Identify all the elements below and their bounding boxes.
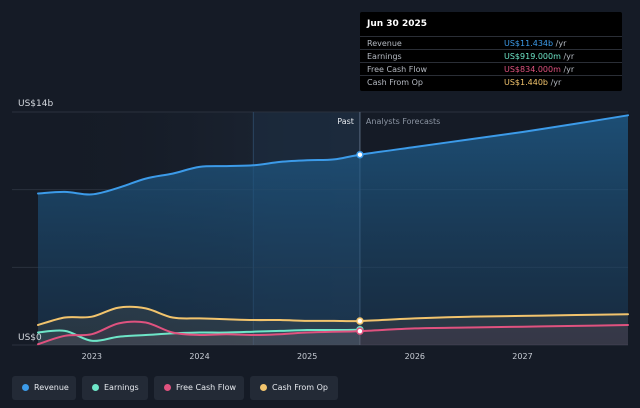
legend-dot-icon [164, 384, 171, 391]
legend-item-earnings[interactable]: Earnings [82, 376, 148, 400]
revenue-marker [356, 150, 364, 159]
tooltip: Jun 30 2025 Revenue US$11.434b /yr Earni… [360, 12, 622, 91]
legend-item-revenue[interactable]: Revenue [12, 376, 76, 400]
x-tick-label: 2026 [405, 352, 425, 361]
cash-from-op-marker [356, 317, 364, 325]
y-axis-bottom-label: US$0 [18, 333, 42, 343]
tooltip-label: Revenue [367, 39, 402, 48]
legend-dot-icon [92, 384, 99, 391]
tooltip-row-free-cash-flow: Free Cash Flow US$834.000m /yr [360, 62, 622, 76]
legend-dot-icon [22, 384, 29, 391]
tooltip-row-earnings: Earnings US$919.000m /yr [360, 49, 622, 63]
free-cash-flow-line [37, 320, 629, 346]
tooltip-row-revenue: Revenue US$11.434b /yr [360, 36, 622, 50]
forecast-label: Analysts Forecasts [366, 117, 440, 126]
tooltip-date: Jun 30 2025 [367, 19, 428, 29]
cash-from-op-line [37, 305, 629, 326]
legend-label: Cash From Op [272, 383, 329, 392]
tooltip-row-cash-from-op: Cash From Op US$1.440b /yr [360, 75, 622, 89]
x-tick-label: 2025 [297, 352, 317, 361]
legend-item-free-cash-flow[interactable]: Free Cash Flow [154, 376, 244, 400]
past-label: Past [337, 117, 354, 126]
tooltip-label: Free Cash Flow [367, 65, 428, 74]
revenue-area [38, 115, 628, 345]
revenue-line [37, 114, 629, 196]
earnings-line [37, 328, 361, 342]
tooltip-value: US$11.434b /yr [504, 39, 567, 48]
x-tick-label: 2023 [82, 352, 102, 361]
y-axis-top-label: US$14b [18, 99, 53, 109]
legend-label: Free Cash Flow [176, 383, 237, 392]
tooltip-value: US$834.000m /yr [504, 65, 575, 74]
legend-label: Earnings [104, 383, 139, 392]
tooltip-label: Earnings [367, 52, 402, 61]
legend-label: Revenue [34, 383, 69, 392]
x-tick-label: 2024 [189, 352, 209, 361]
tooltip-value: US$919.000m /yr [504, 52, 575, 61]
tooltip-value: US$1.440b /yr [504, 78, 562, 87]
legend-dot-icon [260, 384, 267, 391]
legend-item-cash-from-op[interactable]: Cash From Op [250, 376, 338, 400]
x-tick-label: 2027 [512, 352, 532, 361]
tooltip-label: Cash From Op [367, 78, 424, 87]
free-cash-flow-marker [356, 327, 364, 335]
cash-from-op-area [38, 306, 628, 345]
